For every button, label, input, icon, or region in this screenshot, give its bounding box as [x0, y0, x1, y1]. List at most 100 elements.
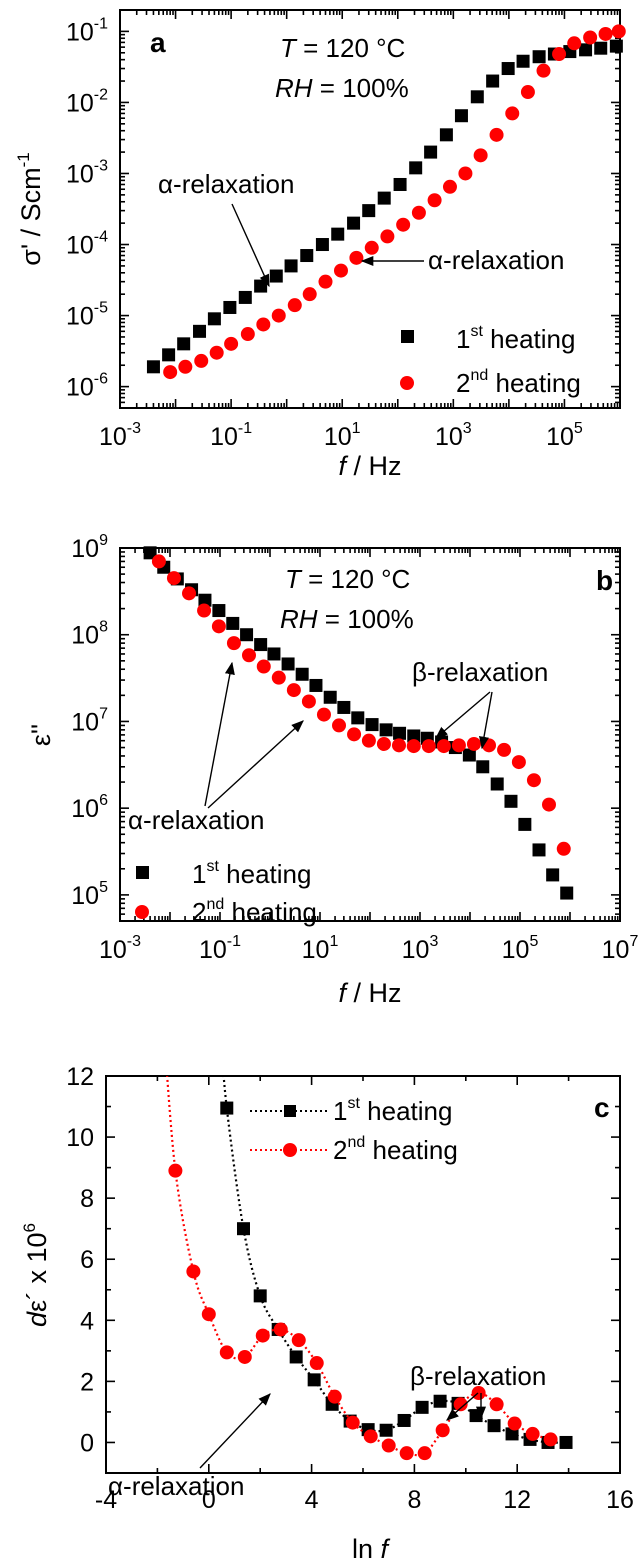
panel-c-ytick-label: 2: [80, 1368, 94, 1396]
panel-b-point-2nd: [436, 739, 451, 754]
panel-a-point-2nd: [552, 47, 567, 62]
panel-a-point-1st: [439, 128, 453, 142]
panel-a-ylabel: σ' / Scm-1: [14, 152, 46, 265]
panel-a-condition-rh: RH = 100%: [275, 73, 409, 103]
panel-c-legend-label-2nd: 2nd heating: [333, 1134, 458, 1165]
panel-b-point-2nd: [526, 773, 541, 788]
panel-b-legend-label-1st: 1st heating: [192, 858, 311, 889]
panel-b-point-1st: [393, 726, 407, 740]
panel-b-point-2nd: [406, 739, 421, 754]
panel-a-point-2nd: [256, 317, 271, 332]
panel-c-arrow-alpha: [199, 1393, 271, 1469]
panel-c-marks: [166, 1076, 573, 1461]
panel-a-point-2nd: [611, 24, 626, 39]
panel-b-point-2nd: [182, 586, 197, 601]
panel-a-point-1st: [579, 43, 593, 57]
panel-a-point-1st: [223, 300, 237, 314]
panel-b-xtick-label: 105: [502, 933, 539, 964]
panel-c-legend-marker-1st: [284, 1105, 296, 1117]
panel-a-point-1st: [454, 109, 468, 123]
panel-b-point-1st: [240, 628, 254, 642]
panel-b-arrow-alpha-1: [204, 661, 235, 807]
panel-c-point-1st: [236, 1222, 250, 1236]
panel-a-ytick-label: 10-1: [66, 15, 108, 46]
panel-a-xtick-label: 10-1: [210, 420, 252, 451]
panel-a-point-1st: [516, 54, 530, 68]
panel-a-point-1st: [269, 269, 283, 283]
panel-b-xlabel: f / Hz: [338, 978, 401, 1008]
panel-a-xtick-label: 103: [435, 420, 472, 451]
panel-a-point-1st: [347, 216, 361, 230]
panel-a-point-2nd: [178, 359, 193, 374]
panel-a-point-2nd: [473, 148, 488, 163]
panel-a-xtick-label: 10-3: [99, 420, 141, 451]
panel-a-frame: [119, 9, 621, 409]
panel-c-xtick-label: 16: [606, 1486, 634, 1514]
panel-c-point-2nd: [291, 1333, 306, 1348]
panel-b-letter: b: [596, 565, 613, 596]
panel-c-point-1st: [289, 1350, 303, 1364]
panel-c-point-1st: [433, 1394, 447, 1408]
panel-a-point-2nd: [209, 345, 224, 360]
panel-a-point-2nd: [411, 205, 426, 220]
panel-a-point-2nd: [194, 353, 209, 368]
panel-a-point-1st: [146, 360, 160, 374]
panel-b-xtick-label: 10-3: [99, 933, 141, 964]
panel-b-point-1st: [560, 886, 574, 900]
panel-a-annotation-alpha-1: α-relaxation: [158, 169, 294, 199]
panel-a-point-2nd: [240, 327, 255, 342]
panel-b-legend-label-2nd: 2nd heating: [192, 896, 317, 927]
panel-b-point-2nd: [541, 797, 556, 812]
panel-a-ytick-label: 10-2: [66, 86, 108, 117]
panel-c-point-1st: [307, 1373, 321, 1387]
panel-a-point-1st: [609, 39, 623, 53]
panel-b-ytick-label: 109: [71, 532, 108, 563]
panel-a-point-2nd: [318, 274, 333, 289]
panel-c-legend-marker-2nd: [283, 1143, 297, 1157]
panel-a-point-2nd: [287, 298, 302, 313]
panel-c-annotation-beta: β-relaxation: [410, 1361, 546, 1391]
panel-b-point-1st: [281, 657, 295, 671]
panel-b-marks: [143, 546, 574, 900]
panel-b-point-1st: [337, 700, 351, 714]
panel-a-point-2nd: [302, 287, 317, 302]
panel-a-legend-marker-2nd: [400, 376, 414, 390]
panel-a-ytick-label: 10-6: [66, 371, 108, 402]
panel-a-point-1st: [486, 74, 500, 88]
panel-c-series-line-2nd: [166, 1076, 551, 1457]
panel-a-point-2nd: [427, 193, 442, 208]
panel-c-point-1st: [415, 1400, 429, 1414]
panel-b-point-1st: [504, 794, 518, 808]
panel-c-arrow-beta-1: [446, 1392, 479, 1421]
panel-c-xlabel: ln f: [352, 1534, 391, 1564]
panel-a-point-1st: [393, 177, 407, 191]
panel-c-letter: c: [594, 1092, 610, 1123]
panel-c-point-2nd: [201, 1307, 216, 1322]
panel-c-point-1st: [397, 1413, 411, 1427]
panel-c-ytick-label: 6: [80, 1246, 94, 1274]
panel-b-point-1st: [295, 667, 309, 681]
panel-b-point-2nd: [256, 659, 271, 674]
panel-c-point-2nd: [453, 1397, 468, 1412]
panel-a-point-1st: [501, 62, 515, 76]
panel-b-legend-marker-2nd: [135, 905, 149, 919]
panel-b-point-2nd: [556, 841, 571, 856]
panel-b-xtick-label: 101: [302, 933, 339, 964]
panel-b-ytick-label: 107: [71, 705, 108, 736]
panel-b-ylabel: ε'': [26, 724, 56, 746]
panel-b-point-1st: [462, 748, 476, 762]
panel-a-xtick-label: 105: [546, 420, 583, 451]
panel-b-point-1st: [198, 593, 212, 607]
panel-b-point-2nd: [497, 742, 512, 757]
panel-b-point-1st: [212, 604, 226, 618]
panel-c-point-2nd: [186, 1264, 201, 1279]
panel-a-xlabel: f / Hz: [338, 451, 401, 481]
panel-c-legend-label-1st: 1st heating: [333, 1095, 452, 1126]
panel-a: 10-3 10-1 101 103 105 10-6 10-5 10-4 10-3 10-2 10-…: [14, 9, 626, 481]
panel-a-annotation-alpha-2: α-relaxation: [428, 245, 564, 275]
panel-a-xtick-label: 101: [324, 420, 361, 451]
panel-c-xtick-label: -4: [95, 1486, 117, 1514]
panel-b-point-2nd: [376, 736, 391, 751]
panel-c-point-1st: [253, 1289, 267, 1303]
panel-c-ytick-label: 12: [66, 1063, 94, 1091]
